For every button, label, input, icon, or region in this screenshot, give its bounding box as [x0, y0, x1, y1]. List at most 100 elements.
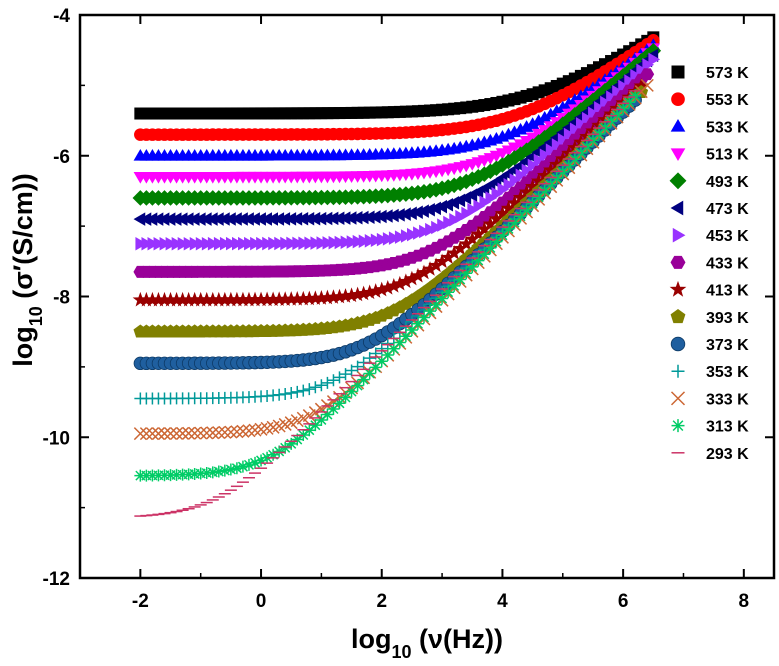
- data-point: [200, 426, 214, 440]
- data-point: [283, 291, 299, 306]
- data-point: [328, 235, 341, 250]
- data-point: [303, 424, 316, 437]
- data-point: [145, 212, 158, 226]
- data-point: [537, 111, 552, 123]
- data-point: [188, 467, 201, 480]
- data-point: [591, 87, 607, 104]
- data-point: [212, 465, 225, 478]
- data-point: [267, 448, 280, 461]
- data-point: [187, 212, 200, 226]
- data-point: [569, 122, 582, 136]
- x-tick-label: 2: [376, 591, 387, 612]
- data-point: [189, 236, 202, 251]
- data-point: [351, 379, 364, 392]
- data-point: [382, 232, 395, 246]
- data-point: [393, 336, 406, 349]
- data-point: [285, 437, 298, 450]
- data-point: [153, 236, 166, 251]
- data-point: [485, 191, 498, 205]
- data-point: [362, 210, 375, 224]
- data-point: [188, 426, 202, 440]
- data-point: [150, 291, 167, 307]
- legend-marker: [669, 172, 687, 190]
- data-point: [506, 194, 523, 210]
- data-point: [394, 230, 407, 244]
- series-313k: [134, 89, 642, 482]
- data-point: [612, 85, 624, 99]
- data-point: [242, 212, 254, 226]
- data-point: [422, 261, 438, 276]
- data-point: [157, 212, 170, 226]
- legend-marker: [670, 255, 686, 269]
- data-point: [503, 177, 516, 192]
- data-point: [218, 464, 231, 477]
- data-point: [297, 429, 310, 442]
- data-point: [254, 212, 266, 226]
- data-point: [152, 469, 165, 482]
- data-point: [291, 385, 304, 398]
- data-point: [411, 317, 424, 330]
- x-tick-label: -2: [132, 591, 149, 612]
- data-point: [170, 426, 184, 441]
- data-point: [355, 285, 372, 301]
- x-tick-label: 8: [739, 591, 750, 612]
- data-point: [313, 290, 330, 305]
- data-point: [374, 209, 387, 224]
- data-point: [249, 456, 262, 469]
- data-point: [387, 208, 399, 223]
- data-point: [482, 216, 499, 231]
- data-point: [205, 212, 218, 226]
- data-point: [381, 349, 394, 362]
- data-point: [464, 231, 480, 246]
- data-point: [563, 127, 576, 142]
- data-point: [298, 236, 311, 251]
- data-point: [316, 236, 329, 250]
- data-point: [292, 236, 305, 251]
- data-point: [199, 212, 212, 226]
- data-point: [369, 361, 382, 374]
- data-point: [170, 468, 183, 481]
- data-point: [168, 291, 185, 307]
- data-point: [326, 211, 339, 226]
- data-point: [199, 291, 215, 307]
- y-tick-label: -6: [53, 147, 70, 168]
- data-point: [524, 138, 541, 154]
- data-point: [588, 106, 600, 120]
- data-point: [398, 273, 414, 289]
- data-point: [250, 236, 262, 251]
- data-point: [437, 218, 449, 232]
- legend-marker: [670, 118, 686, 132]
- legend-label: 473 K: [706, 201, 749, 218]
- data-point: [424, 305, 437, 318]
- data-point: [527, 158, 540, 173]
- legend-marker: [670, 200, 684, 216]
- data-point: [525, 117, 540, 129]
- data-point: [236, 424, 250, 438]
- data-point: [586, 134, 599, 147]
- data-point: [146, 469, 159, 482]
- data-point: [159, 236, 172, 251]
- data-point: [452, 175, 468, 192]
- legend-label: 513 K: [706, 147, 749, 164]
- data-point: [363, 367, 376, 380]
- data-point: [339, 368, 352, 381]
- data-point: [548, 120, 565, 137]
- data-point: [219, 236, 232, 251]
- data-point: [380, 279, 396, 295]
- y-axis-title: log10 (σ′(S/cm)): [8, 173, 46, 366]
- data-point: [417, 311, 430, 324]
- data-point: [440, 249, 456, 265]
- data-point: [374, 281, 390, 297]
- data-point: [561, 145, 577, 160]
- data-point: [594, 101, 606, 115]
- data-point: [277, 291, 293, 306]
- data-point: [182, 468, 195, 481]
- legend-marker: [671, 65, 685, 79]
- legend-marker: [672, 227, 686, 243]
- data-point: [473, 199, 486, 213]
- data-point: [636, 63, 649, 77]
- data-point: [472, 254, 485, 267]
- data-point: [244, 236, 256, 251]
- data-point: [332, 211, 345, 226]
- data-point: [290, 212, 303, 226]
